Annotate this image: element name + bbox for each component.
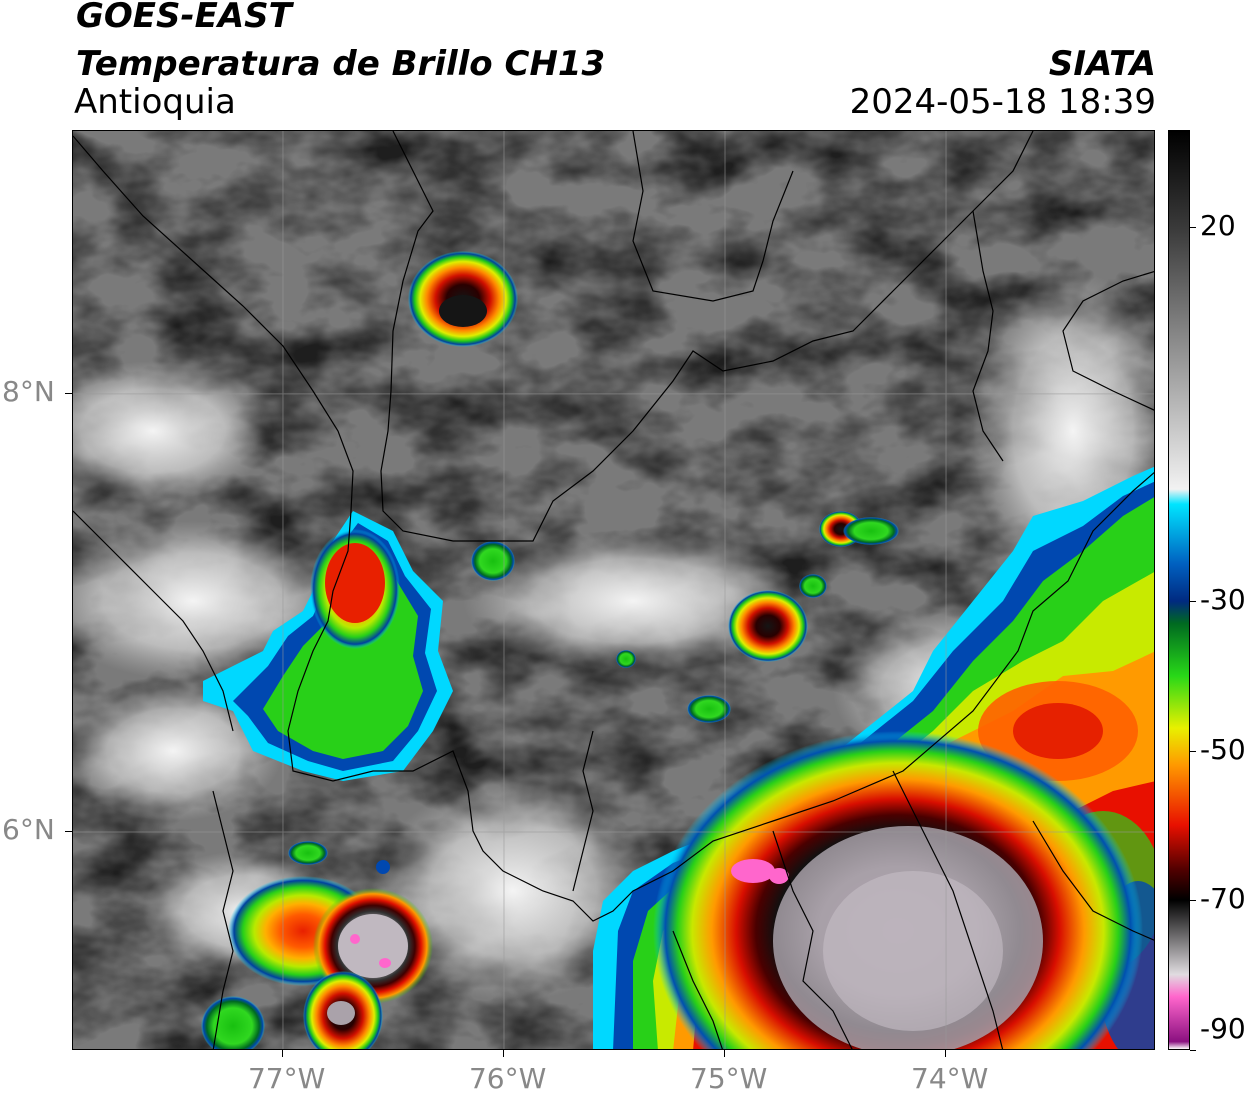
x-tick — [724, 1050, 725, 1057]
political-boundaries — [73, 131, 1154, 1049]
colorbar-tick-label: -50 — [1200, 732, 1246, 766]
colorbar-tick — [1190, 750, 1196, 752]
datetime-label: 2024-05-18 18:39 — [849, 82, 1156, 122]
x-tick — [502, 1050, 504, 1057]
colorbar-tick — [1190, 900, 1196, 902]
southwest-cells — [201, 841, 433, 1049]
graticule — [73, 131, 1154, 1049]
colorbar-tick — [1190, 227, 1196, 229]
x-tick — [281, 1050, 283, 1057]
y-tick — [65, 830, 72, 832]
colorbar-tick — [1190, 1050, 1196, 1051]
colorbar-tick-label: 20 — [1200, 209, 1236, 243]
colorbar — [1168, 130, 1190, 1050]
y-tick-label: 6°N — [2, 812, 55, 846]
y-tick — [65, 392, 72, 394]
product-title: Temperatura de Brillo CH13 — [76, 44, 606, 84]
western-convective-cluster — [203, 511, 515, 781]
x-tick-label: 76°W — [468, 1062, 547, 1095]
x-tick-label: 75°W — [690, 1062, 768, 1095]
region-label: Antioquia — [74, 82, 236, 122]
colorbar-tick-label: -30 — [1200, 583, 1246, 617]
coldest-top-spot — [731, 859, 775, 883]
map-canvas — [73, 131, 1154, 1049]
colorbar-tick-label: -70 — [1200, 882, 1246, 916]
x-tick-label: 74°W — [911, 1062, 989, 1095]
x-tick-label: 77°W — [247, 1062, 326, 1095]
colorbar-tick-label: -90 — [1200, 1012, 1246, 1045]
satellite-title: GOES-EAST — [76, 0, 292, 36]
central-convective-cell — [728, 590, 808, 662]
colorbar-tick — [1190, 601, 1196, 603]
brightness-temperature-map — [72, 130, 1155, 1050]
x-tick — [945, 1050, 947, 1057]
y-tick-label: 8°N — [2, 374, 55, 408]
agency-label: SIATA — [1048, 44, 1156, 84]
